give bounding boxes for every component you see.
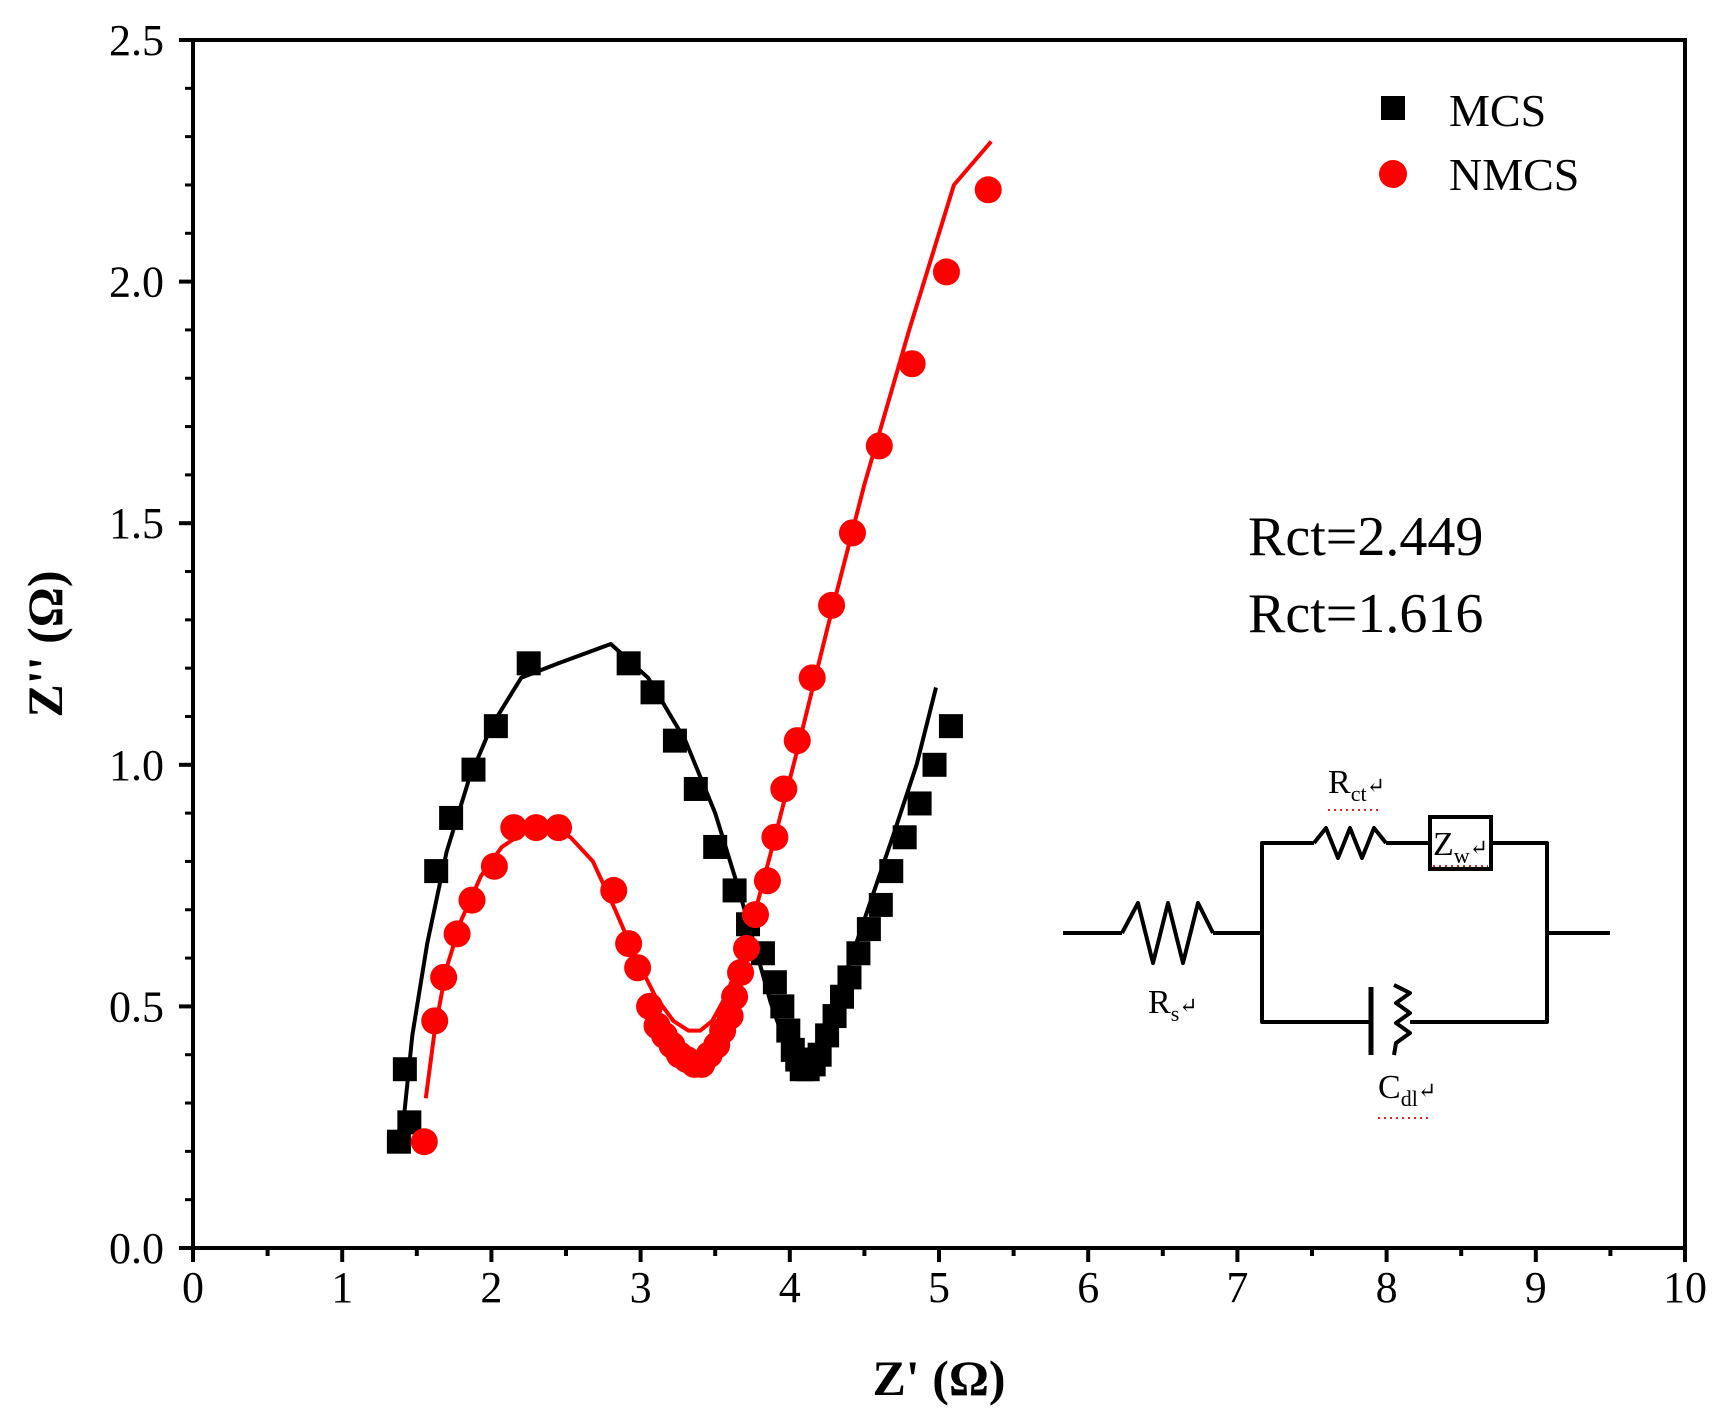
data-point-mcs	[846, 941, 871, 966]
data-point-nmcs	[974, 176, 1002, 204]
data-point-mcs	[516, 651, 541, 676]
data-markers	[386, 176, 1002, 1156]
data-point-mcs	[856, 917, 881, 942]
data-point-mcs	[722, 878, 747, 903]
x-tick-label: 6	[1077, 1263, 1099, 1312]
data-point-nmcs	[727, 959, 755, 987]
fit-curves	[399, 140, 993, 1138]
data-point-nmcs	[798, 664, 826, 692]
data-point-nmcs	[932, 258, 960, 286]
legend: MCS NMCS	[1379, 85, 1579, 200]
warburg-element-box	[1428, 815, 1493, 871]
data-point-mcs	[461, 757, 486, 782]
rs-resistor-symbol	[1120, 901, 1215, 965]
cdl-plate-right-zigzag	[1392, 983, 1412, 1056]
data-point-nmcs	[480, 852, 508, 880]
data-point-mcs	[770, 994, 795, 1019]
y-tick-label: 1.5	[109, 499, 164, 548]
data-point-nmcs	[500, 814, 528, 842]
y-tick-label: 2.0	[109, 258, 164, 307]
data-point-nmcs	[545, 814, 573, 842]
rct-resistor-symbol	[1312, 826, 1388, 860]
data-point-mcs	[640, 680, 665, 705]
data-point-nmcs	[898, 350, 926, 378]
data-point-nmcs	[753, 867, 781, 895]
y-axis-title: Z'' (Ω)	[17, 571, 73, 718]
data-point-mcs	[662, 728, 687, 753]
x-axis-title: Z' (Ω)	[872, 1350, 1005, 1406]
data-point-mcs	[483, 714, 508, 739]
data-point-nmcs	[783, 727, 811, 755]
data-point-nmcs	[770, 775, 798, 803]
data-point-nmcs	[430, 963, 458, 991]
fit-line-nmcs	[423, 140, 993, 1099]
data-point-nmcs	[443, 920, 471, 948]
y-tick-label: 2.5	[109, 16, 164, 65]
zw-label: Zw↵	[1433, 826, 1488, 868]
rct-label: Rct↵	[1328, 764, 1385, 806]
x-tick-label: 7	[1226, 1263, 1248, 1312]
x-tick-label: 4	[779, 1263, 801, 1312]
data-point-nmcs	[761, 823, 789, 851]
legend-nmcs-marker	[1379, 160, 1407, 188]
data-point-nmcs	[615, 930, 643, 958]
y-tick-labels: 0.0 0.5 1.0 1.5 2.0 2.5	[109, 16, 164, 1273]
data-point-mcs	[868, 892, 893, 917]
x-tick-label: 5	[928, 1263, 950, 1312]
data-point-mcs	[938, 714, 963, 739]
data-point-mcs	[392, 1057, 417, 1082]
x-tick-labels: 0 1 2 3 4 5 6 7 8 9 10	[182, 1263, 1707, 1312]
data-point-nmcs	[600, 876, 628, 904]
data-point-mcs	[892, 825, 917, 850]
data-point-mcs	[703, 834, 728, 859]
legend-mcs-marker	[1381, 96, 1405, 120]
legend-mcs-label: MCS	[1449, 85, 1546, 136]
data-point-mcs	[439, 805, 464, 830]
legend-nmcs-label: NMCS	[1449, 149, 1579, 200]
data-point-mcs	[424, 859, 449, 884]
data-point-mcs	[907, 791, 932, 816]
data-point-nmcs	[410, 1128, 438, 1156]
data-point-nmcs	[741, 901, 769, 929]
y-tick-label: 1.0	[109, 741, 164, 790]
data-point-mcs	[922, 752, 947, 777]
axis-ticks	[179, 38, 1687, 1262]
data-point-mcs	[822, 1004, 847, 1029]
y-tick-label: 0.0	[109, 1224, 164, 1273]
data-point-nmcs	[733, 934, 761, 962]
x-tick-label: 0	[182, 1263, 204, 1312]
data-point-nmcs	[721, 983, 749, 1011]
x-tick-label: 9	[1525, 1263, 1547, 1312]
x-tick-label: 2	[480, 1263, 502, 1312]
equivalent-circuit: Rct↵ Zw↵ Rs↵ Cdl↵	[1063, 764, 1610, 1119]
data-point-mcs	[837, 965, 862, 990]
y-tick-label: 0.5	[109, 982, 164, 1031]
cdl-label: Cdl↵	[1378, 1069, 1436, 1111]
x-tick-label: 1	[331, 1263, 353, 1312]
data-point-mcs	[683, 776, 708, 801]
data-point-mcs	[616, 651, 641, 676]
data-point-mcs	[762, 970, 787, 995]
data-point-nmcs	[522, 814, 550, 842]
data-point-nmcs	[458, 886, 486, 914]
data-point-nmcs	[818, 591, 846, 619]
circuit-wires	[1063, 841, 1610, 1024]
rct-annotation-1: Rct=2.449	[1248, 506, 1483, 568]
rct-annotation-2: Rct=1.616	[1248, 583, 1483, 645]
data-point-nmcs	[865, 432, 893, 460]
data-point-mcs	[879, 859, 904, 884]
rs-label: Rs↵	[1148, 984, 1198, 1026]
data-point-nmcs	[421, 1007, 449, 1035]
data-point-nmcs	[624, 954, 652, 982]
x-tick-label: 8	[1376, 1263, 1398, 1312]
data-point-nmcs	[838, 519, 866, 547]
x-tick-label: 10	[1663, 1263, 1707, 1312]
x-tick-label: 3	[630, 1263, 652, 1312]
